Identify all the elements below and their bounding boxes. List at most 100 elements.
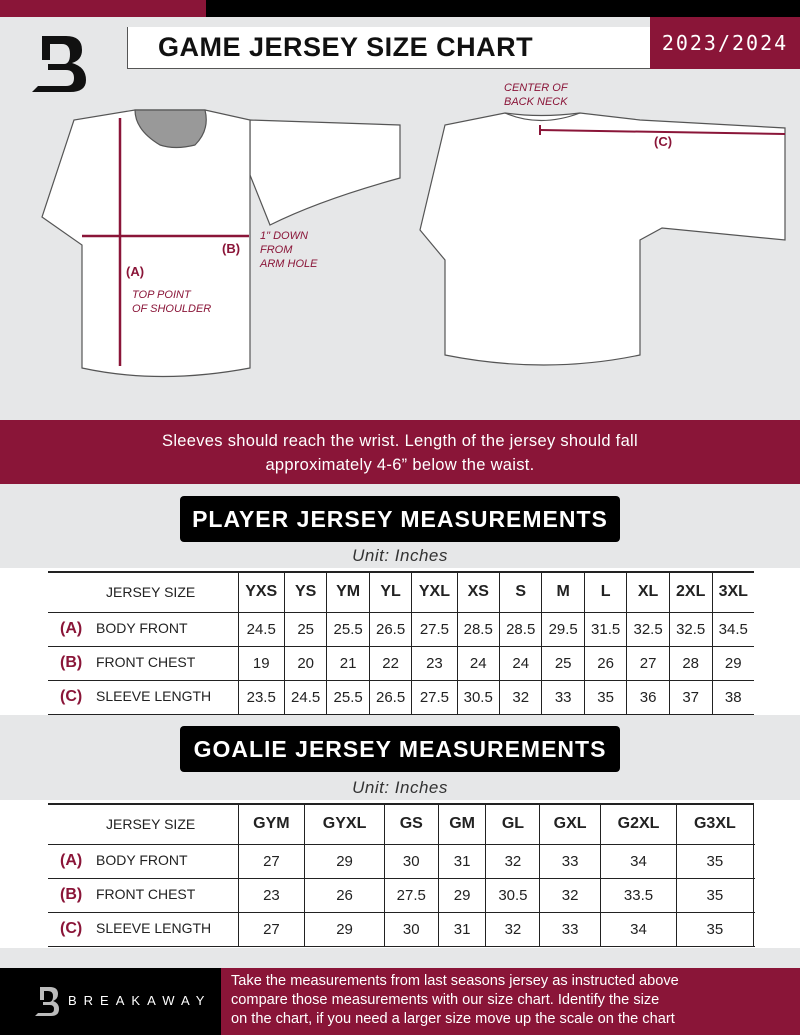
measure-letter: (C) [60,688,83,705]
measurement-cell: 27 [237,912,305,946]
size-column-header: YM [326,572,370,612]
size-column-header: YL [368,572,412,612]
measurement-cell: 24.5 [237,612,285,646]
size-column-header: G3XL [676,804,754,844]
measurement-cell: 28 [668,646,712,680]
table-row: (B) FRONT CHEST 23 26 27.5 29 30.5 32 33.5 35 [48,878,754,912]
row-label: (C) SLEEVE LENGTH [48,912,238,946]
goalie-section-title: GOALIE JERSEY MEASUREMENTS [180,726,620,772]
measure-letter: (A) [60,852,83,869]
measurement-cell: 34 [599,912,677,946]
note-a: TOP POINT OF SHOULDER [132,288,211,316]
footer-brand: BREAKAWAY [68,993,212,1008]
size-column-header: YS [283,572,327,612]
instruction-line: approximately 4-6” below the waist. [265,456,535,474]
note-b: 1" DOWN FROM ARM HOLE [260,229,317,271]
measurement-cell: 31 [437,912,486,946]
measurement-cell: 28.5 [456,612,500,646]
size-column-header: L [583,572,627,612]
measurement-cell: 29 [304,844,385,878]
footer-line: compare those measurements with our size… [231,992,660,1008]
footer-line: on the chart, if you need a larger size … [231,1011,675,1027]
size-column-header: G2XL [599,804,677,844]
footer-line: Take the measurements from last seasons … [231,973,679,989]
measurement-cell: 33.5 [599,878,677,912]
measurement-cell: 32 [485,844,540,878]
measurement-cell [752,878,754,912]
measure-name: SLEEVE LENGTH [96,688,212,704]
size-header: JERSEY SIZE [106,584,196,601]
measure-lines [82,118,249,366]
measurement-cell: 32.5 [668,612,712,646]
size-column-header: XL [626,572,670,612]
label-a: (A) [126,264,145,279]
table-row: (C) SLEEVE LENGTH 27 29 30 31 32 33 34 35 [48,912,754,946]
front-jersey [41,109,401,378]
row-label: (A) BODY FRONT [48,844,238,878]
measurement-cell: 30.5 [485,878,540,912]
measurement-cell: 27 [626,646,670,680]
measurement-cell: 21 [326,646,370,680]
footer-brand-panel [0,968,221,1035]
measure-letter: (B) [60,654,83,671]
note-c-line: BACK NECK [504,96,568,108]
size-column-header: GXL [539,804,601,844]
measurement-cell: 22 [368,646,412,680]
measurement-cell: 35 [583,680,627,714]
player-section-title: PLAYER JERSEY MEASUREMENTS [180,496,620,542]
measurement-cell [752,844,754,878]
measurement-cell: 24 [456,646,500,680]
goalie-table: JERSEY SIZE GYM GYXL GS GM GL GXL G2XL G3XL (A) B… [48,803,754,947]
measurement-cell: 30 [383,912,439,946]
measurement-cell: 31 [437,844,486,878]
measurement-cell: 34 [599,844,677,878]
measurement-cell: 29 [304,912,385,946]
size-column-header: YXS [237,572,285,612]
measurement-cell: 32 [498,680,542,714]
size-column-header: 2XL [668,572,712,612]
size-column-header: XS [456,572,500,612]
measurement-cell: 25.5 [326,612,370,646]
note-a-line: OF SHOULDER [132,303,212,315]
measurement-cell: 38 [711,680,754,714]
note-b-line: FROM [260,244,293,256]
measurement-cell: 27.5 [383,878,439,912]
player-table: JERSEY SIZE YXS YS YM YL YXL XS S M L XL 2XL 3XL (A)… [48,571,754,715]
measurement-cell: 28.5 [498,612,542,646]
measure-name: FRONT CHEST [96,654,196,670]
season-badge: 2023/2024 [650,17,800,69]
breakaway-logo [32,36,86,92]
measurement-cell: 33 [539,912,601,946]
measurement-cell: 26 [583,646,627,680]
measurement-cell: 32 [485,912,540,946]
measurement-cell: 32 [539,878,601,912]
measure-name: FRONT CHEST [96,886,196,902]
page-title: GAME JERSEY SIZE CHART [127,27,650,69]
measurement-cell: 35 [676,878,754,912]
measurement-cell: 30.5 [456,680,500,714]
measurement-cell: 23 [237,878,305,912]
footer-instructions: Take the measurements from last seasons … [221,968,800,1035]
measurement-cell: 37 [668,680,712,714]
instructions-band: Sleeves should reach the wrist. Length o… [0,420,800,484]
note-b-line: ARM HOLE [260,258,318,270]
measurement-cell [752,912,754,946]
note-b-line: 1" DOWN [260,230,308,242]
size-column-header: 3XL [711,572,754,612]
goalie-unit: Unit: Inches [352,778,448,797]
row-label: (A) BODY FRONT [48,612,238,646]
player-unit: Unit: Inches [352,546,448,565]
measurement-cell: 19 [237,646,285,680]
measurement-cell: 35 [676,912,754,946]
measurement-cell: 35 [676,844,754,878]
measurement-cell: 25 [283,612,327,646]
size-column-header: YXL [411,572,457,612]
table-row: (B) FRONT CHEST 19 20 21 22 23 24 24 25 26 27 28 29 [48,646,754,680]
table-row: (A) BODY FRONT 24.5 25 25.5 26.5 27.5 28.5 28.5 2… [48,612,754,646]
measurement-cell: 27 [237,844,305,878]
note-a-line: TOP POINT [132,289,191,301]
measure-name: SLEEVE LENGTH [96,920,212,936]
size-column-header: GS [383,804,439,844]
measurement-cell: 26.5 [368,680,412,714]
instruction-line: Sleeves should reach the wrist. Length o… [162,432,638,450]
